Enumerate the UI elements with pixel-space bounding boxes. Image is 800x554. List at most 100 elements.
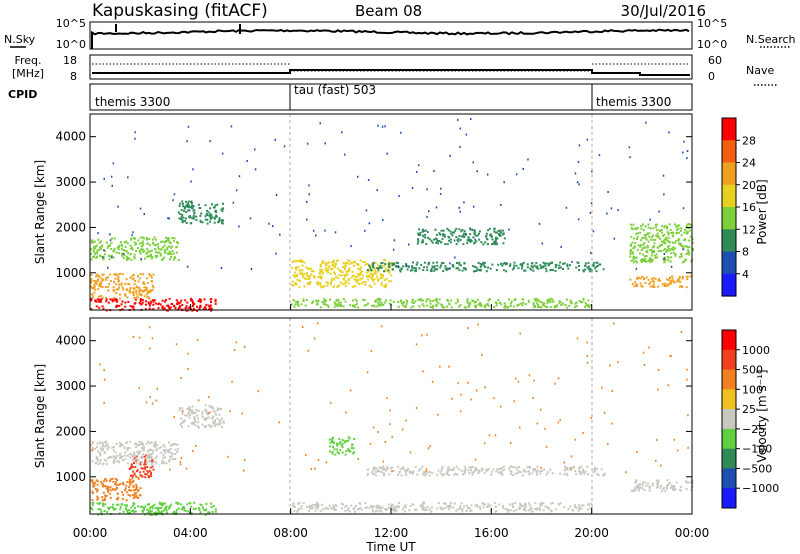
data-cell bbox=[578, 469, 581, 472]
data-cell bbox=[587, 268, 590, 271]
data-cell bbox=[653, 242, 656, 245]
data-cell bbox=[187, 204, 190, 207]
data-cell bbox=[403, 505, 406, 508]
data-cell bbox=[144, 463, 146, 466]
data-cell bbox=[422, 269, 425, 271]
data-cell bbox=[588, 306, 591, 309]
data-cell bbox=[671, 248, 674, 251]
data-cell bbox=[533, 298, 536, 301]
data-cell bbox=[117, 248, 120, 251]
data-cell bbox=[524, 502, 527, 505]
data-cell bbox=[645, 121, 647, 124]
data-cell bbox=[171, 453, 174, 455]
data-cell bbox=[401, 428, 404, 431]
data-cell bbox=[188, 409, 191, 411]
data-cell bbox=[516, 466, 519, 469]
data-cell bbox=[652, 234, 654, 237]
data-cell bbox=[184, 220, 186, 223]
data-cell bbox=[426, 333, 428, 336]
data-cell bbox=[141, 443, 144, 446]
data-cell bbox=[144, 505, 147, 508]
data-cell bbox=[460, 502, 463, 505]
data-cell bbox=[634, 245, 636, 248]
data-cell bbox=[186, 265, 189, 268]
data-cell bbox=[91, 504, 94, 507]
data-cell bbox=[459, 505, 462, 508]
data-cell bbox=[536, 465, 539, 468]
data-cell bbox=[477, 298, 480, 301]
data-cell bbox=[503, 302, 506, 305]
data-cell bbox=[144, 461, 147, 464]
data-cell bbox=[447, 235, 450, 238]
data-cell bbox=[135, 487, 138, 489]
data-cell bbox=[443, 502, 446, 505]
data-cell bbox=[439, 472, 442, 475]
data-cell bbox=[656, 256, 659, 259]
data-cell bbox=[499, 467, 502, 470]
data-cell bbox=[566, 468, 569, 471]
data-cell bbox=[686, 275, 689, 278]
data-cell bbox=[90, 449, 93, 452]
data-cell bbox=[176, 503, 179, 506]
data-cell bbox=[467, 469, 470, 472]
data-cell bbox=[357, 264, 360, 266]
data-cell bbox=[686, 223, 689, 226]
data-cell bbox=[199, 220, 202, 223]
data-cell bbox=[127, 251, 129, 254]
data-cell bbox=[98, 306, 101, 309]
data-cell bbox=[421, 299, 424, 302]
data-cell bbox=[551, 299, 554, 301]
data-cell bbox=[139, 450, 142, 453]
data-cell bbox=[483, 304, 486, 307]
data-cell bbox=[357, 175, 359, 178]
data-cell bbox=[128, 468, 131, 470]
data-cell bbox=[174, 307, 177, 310]
data-cell bbox=[593, 468, 596, 471]
data-cell bbox=[97, 463, 100, 466]
data-cell bbox=[420, 299, 423, 302]
data-cell bbox=[435, 261, 438, 264]
data-cell bbox=[404, 506, 407, 509]
x-tick-label: 00:00 bbox=[675, 526, 710, 540]
data-cell bbox=[337, 267, 340, 270]
data-cell bbox=[126, 242, 129, 245]
data-cell bbox=[436, 268, 439, 271]
data-cell bbox=[580, 301, 583, 303]
data-cell bbox=[399, 270, 402, 273]
data-cell bbox=[94, 447, 97, 450]
data-cell bbox=[111, 300, 114, 303]
data-cell bbox=[391, 435, 393, 438]
data-cell bbox=[352, 447, 355, 450]
data-cell bbox=[98, 441, 101, 444]
data-cell bbox=[586, 354, 588, 357]
data-cell bbox=[503, 181, 505, 184]
data-cell bbox=[372, 469, 375, 472]
data-cell bbox=[431, 306, 434, 309]
data-cell bbox=[589, 506, 592, 509]
data-cell bbox=[448, 473, 451, 476]
data-cell bbox=[138, 494, 141, 497]
data-cell bbox=[486, 243, 489, 245]
data-cell bbox=[648, 487, 651, 489]
data-cell bbox=[129, 511, 132, 514]
data-cell bbox=[109, 489, 112, 492]
data-cell bbox=[645, 250, 648, 253]
data-cell bbox=[667, 256, 670, 259]
data-cell bbox=[305, 506, 308, 509]
data-cell bbox=[109, 298, 112, 301]
data-cell bbox=[568, 305, 571, 307]
data-cell bbox=[344, 505, 347, 508]
data-cell bbox=[218, 419, 221, 422]
data-cell bbox=[657, 249, 660, 252]
data-cell bbox=[382, 460, 384, 463]
data-cell bbox=[655, 253, 658, 256]
data-cell bbox=[644, 481, 647, 484]
y-tick-label: 1000 bbox=[55, 470, 86, 484]
data-cell bbox=[195, 219, 198, 222]
data-cell bbox=[385, 468, 388, 471]
data-cell bbox=[649, 257, 652, 260]
data-cell bbox=[450, 468, 453, 471]
data-cell bbox=[377, 264, 380, 267]
data-cell bbox=[90, 253, 92, 256]
data-cell bbox=[112, 449, 115, 452]
